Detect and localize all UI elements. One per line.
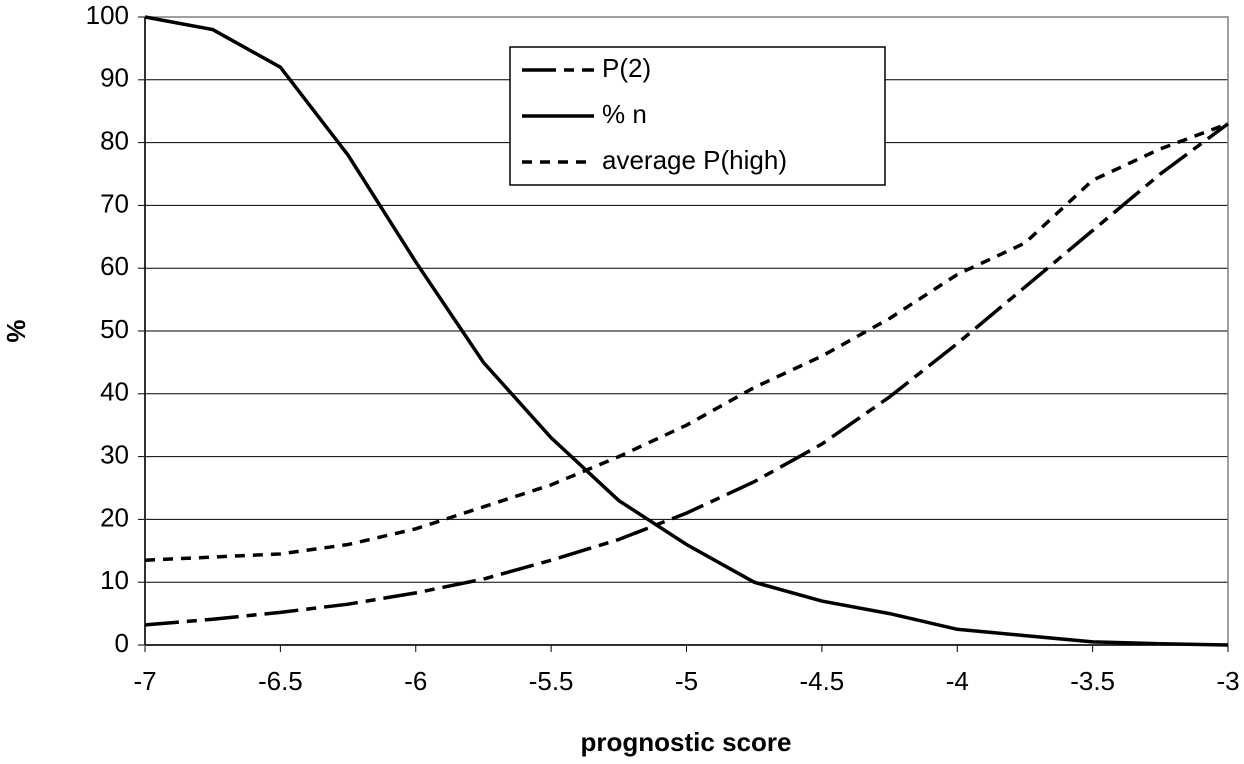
legend-label: average P(high) [602, 145, 787, 175]
x-tick-label: -3 [1216, 666, 1239, 696]
y-tick-label: 50 [100, 314, 129, 344]
x-tick-label: -6 [404, 666, 427, 696]
x-tick-label: -5 [675, 666, 698, 696]
y-tick-label: 60 [100, 251, 129, 281]
legend-label: P(2) [602, 53, 651, 83]
series-line [144, 122, 1230, 627]
x-tick-label: -6.5 [258, 666, 303, 696]
y-axis-title: % [1, 319, 31, 342]
legend-label: % n [602, 99, 647, 129]
y-tick-label: 30 [100, 439, 129, 469]
y-tick-label: 40 [100, 377, 129, 407]
series-line [144, 122, 1229, 562]
x-tick-label: -7 [133, 666, 156, 696]
x-tick-label: -5.5 [529, 666, 574, 696]
series-line [144, 15, 1229, 647]
x-tick-label: -3.5 [1070, 666, 1115, 696]
x-axis-title: prognostic score [581, 727, 792, 757]
x-tick-label: -4.5 [799, 666, 844, 696]
y-tick-label: 0 [115, 628, 129, 658]
y-tick-label: 70 [100, 188, 129, 218]
y-tick-label: 100 [86, 0, 129, 30]
x-tick-label: -4 [946, 666, 969, 696]
y-tick-label: 80 [100, 125, 129, 155]
y-tick-label: 20 [100, 502, 129, 532]
y-tick-label: 90 [100, 63, 129, 93]
y-tick-label: 10 [100, 565, 129, 595]
